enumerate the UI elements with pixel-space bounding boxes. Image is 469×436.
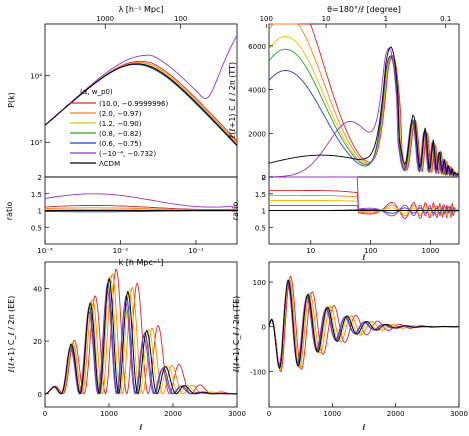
te-xlabel: ℓ — [361, 423, 365, 432]
pk-top-tick-label-0: 1000 — [96, 15, 114, 23]
tt-ytick-label-0: 0 — [262, 174, 266, 182]
tt-xtick-label-2: 1000 — [422, 247, 440, 255]
tt-curve-6 — [268, 46, 460, 176]
te-ytick-label-2: 100 — [253, 279, 266, 287]
legend-label-0: (10.0, −0.9999996) — [99, 100, 168, 108]
te-curve-3 — [268, 279, 459, 370]
pk-ytick-label-1: 10⁴ — [30, 73, 42, 81]
pk-ratio-ytick-label-0: 0.5 — [31, 224, 42, 232]
tt-top-tick-label-1: 10 — [322, 15, 331, 23]
tt-ylabel: ℓ(ℓ+1) C_ℓ / 2π (TT) — [228, 62, 237, 139]
tt-xlabel: ℓ — [361, 253, 365, 262]
te-curve-6 — [268, 279, 459, 370]
te-xtick-label-0: 0 — [267, 410, 271, 418]
tt-ytick-label-1: 2000 — [248, 130, 266, 138]
ee-xtick-label-1: 1000 — [100, 410, 118, 418]
pk-xtick-label-2: 10⁻¹ — [188, 247, 204, 255]
tt-top-xlabel: θ=180°/ℓ [degree] — [327, 5, 401, 14]
legend: (α, w_p0) (10.0, −0.9999996) (2.0, −0.97)… — [70, 88, 168, 168]
ee-xtick-label-0: 0 — [43, 410, 47, 418]
ee-xlabel: ℓ — [138, 423, 142, 432]
tt-ytick-label-3: 6000 — [248, 43, 266, 51]
legend-title: (α, w_p0) — [80, 88, 113, 96]
tt-ratio-ylabel: ratio — [231, 202, 240, 221]
te-curve-1 — [268, 277, 460, 371]
pk-ytick-label-0: 10³ — [30, 139, 42, 147]
te-curve-5 — [268, 284, 459, 365]
pk-top-tick-label-1: 100 — [174, 15, 187, 23]
ee-ytick-label-2: 40 — [33, 285, 42, 293]
te-panel-frame — [268, 261, 460, 408]
pk-ratio-ytick-label-3: 2 — [38, 174, 42, 182]
tt-curve-0 — [269, 23, 460, 177]
tt-xtick-label-0: 10 — [306, 247, 315, 255]
pk-xtick-label-0: 10⁻³ — [37, 247, 53, 255]
tt-curve-1 — [268, 23, 460, 179]
tt-xtick-label-1: 100 — [364, 247, 377, 255]
legend-label-3: (0.8, −0.82) — [99, 130, 142, 138]
tt-top-tick-label-3: 0.1 — [440, 15, 451, 23]
pk-ratio-ytick-label-1: 1 — [38, 208, 42, 216]
te-xtick-label-3: 3000 — [450, 410, 468, 418]
legend-label-5: (−10⁻⁴, −0.732) — [99, 150, 156, 158]
tt-ratio-curve-5 — [269, 176, 460, 217]
pk-ratio-curve-5 — [44, 193, 238, 208]
pk-ylabel: P(k) — [7, 92, 16, 108]
tt-ratio-ytick-label-3: 2 — [262, 174, 266, 182]
tt-curve-4 — [268, 55, 460, 178]
ee-panel-frame — [44, 261, 238, 408]
tt-ytick-label-2: 4000 — [248, 87, 266, 95]
te-ytick-label-1: 0 — [262, 324, 266, 332]
pk-ratio-ytick-label-2: 1.5 — [31, 191, 42, 199]
tt-top-tick-label-2: 1 — [384, 15, 388, 23]
ee-xtick-label-3: 3000 — [228, 410, 246, 418]
ee-xtick-label-2: 2000 — [164, 410, 182, 418]
te-ylabel: ℓ(ℓ+1) C_ℓ / 2π (TE) — [232, 296, 241, 374]
tt-ratio-ytick-label-0: 0.5 — [255, 224, 266, 232]
tt-curve-5 — [269, 47, 460, 178]
pk-curve-6 — [44, 63, 238, 146]
ee-curve-6 — [44, 277, 237, 395]
curves-layer — [44, 23, 460, 395]
pk-xlabel: k [h Mpc⁻¹] — [119, 258, 164, 267]
ee-ytick-label-0: 0 — [38, 391, 42, 399]
pk-ratio-ylabel: ratio — [5, 202, 14, 221]
te-xtick-label-1: 1000 — [323, 410, 341, 418]
legend-label-1: (2.0, −0.97) — [99, 110, 142, 118]
legend-label-2: (1.2, −0.90) — [99, 120, 142, 128]
ee-ytick-label-1: 20 — [33, 338, 42, 346]
tt-ratio-ytick-label-2: 1.5 — [255, 191, 266, 199]
ee-ylabel: ℓ(ℓ+1) C_ℓ / 2π (EE) — [7, 296, 16, 374]
te-xtick-label-2: 2000 — [387, 410, 405, 418]
tt-ratio-ytick-label-1: 1 — [262, 208, 266, 216]
pk-curve-5 — [44, 35, 238, 126]
pk-xtick-label-1: 10⁻² — [113, 247, 129, 255]
ee-curve-5 — [44, 289, 237, 395]
ee-curve-0 — [44, 268, 237, 395]
tt-top-tick-label-0: 100 — [260, 15, 273, 23]
legend-label-6: ΛCDM — [99, 160, 120, 168]
te-ytick-label-0: -100 — [250, 368, 266, 376]
pk-top-xlabel: λ [h⁻¹ Mpc] — [119, 5, 164, 14]
legend-label-4: (0.6, −0.75) — [99, 140, 142, 148]
tt-ratio-curve-2 — [269, 200, 460, 215]
te-curve-4 — [268, 280, 459, 368]
